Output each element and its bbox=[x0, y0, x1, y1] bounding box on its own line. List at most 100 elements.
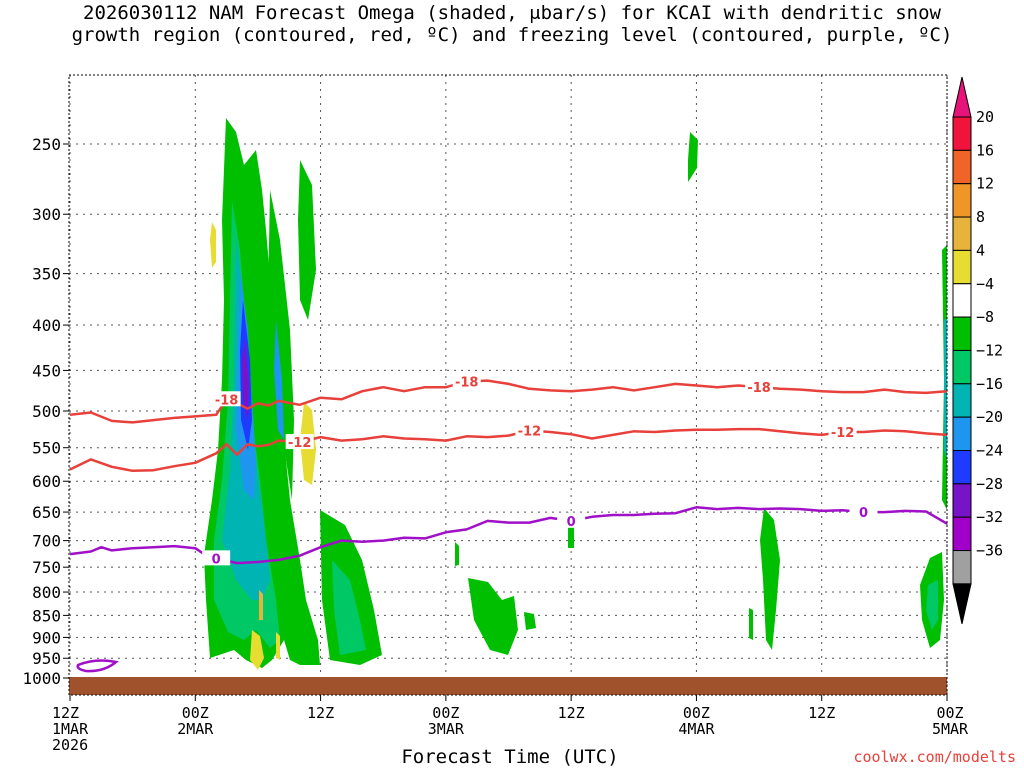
contour-label-minus18-1: -18 bbox=[455, 375, 479, 390]
source-credit: coolwx.com/modelts bbox=[853, 748, 1016, 766]
colorbar-label-12: −32 bbox=[976, 508, 1003, 526]
y-tick-label-900: 900 bbox=[32, 628, 61, 647]
colorbar-swatch-8 bbox=[952, 383, 972, 418]
contour-freezing bbox=[69, 506, 947, 565]
contour-label-minus12-1: -12 bbox=[518, 425, 542, 440]
colorbar-label-7: −12 bbox=[976, 341, 1003, 359]
x-tick-label-2-1: 12Z bbox=[307, 704, 334, 722]
y-tick-label-600: 600 bbox=[32, 472, 61, 491]
omega-region-mar4-spot bbox=[749, 608, 753, 640]
colorbar-swatch-9 bbox=[952, 416, 972, 451]
title-line-2: growth region (contoured, red, ºC) and f… bbox=[71, 24, 953, 46]
x-tick-label-0-3: 2026 bbox=[52, 736, 88, 754]
y-tick-label-950: 950 bbox=[32, 649, 61, 668]
sinking-region-4 bbox=[276, 632, 280, 660]
colorbar: 20 16 12 8 4 −4 −8 −12 −16 −20 −24 −28 −32 −36 bbox=[952, 76, 1003, 625]
y-tick-label-250: 250 bbox=[32, 135, 61, 154]
x-tick-label-6-1: 12Z bbox=[808, 704, 835, 722]
x-tick-label-5-1: 00Z bbox=[683, 704, 710, 722]
colorbar-label-10: −24 bbox=[976, 442, 1003, 460]
y-tick-label-1000: 1000 bbox=[22, 669, 61, 688]
x-tick-label-7-1: 00Z bbox=[936, 704, 963, 722]
colorbar-swatch-2 bbox=[952, 183, 972, 218]
colorbar-swatch-10 bbox=[952, 450, 972, 485]
sinking-region-3 bbox=[250, 630, 264, 670]
colorbar-swatch-0 bbox=[952, 116, 972, 151]
x-tick-label-3-1: 00Z bbox=[432, 704, 459, 722]
contour-label-minus12-2: -12 bbox=[831, 426, 855, 441]
x-tick-label-0-2: 1MAR bbox=[52, 720, 89, 738]
contour-label-freezing-0: 0 bbox=[212, 552, 221, 567]
colorbar-swatch-7 bbox=[952, 349, 972, 385]
x-tick-label-0-1: 12Z bbox=[52, 704, 79, 722]
omega-region-mar4-column bbox=[760, 508, 780, 650]
colorbar-label-8: −16 bbox=[976, 375, 1003, 393]
x-tick-label-1-2: 2MAR bbox=[177, 720, 214, 738]
x-tick-label-5-2: 4MAR bbox=[678, 720, 715, 738]
contour-label-minus18-2: -18 bbox=[747, 381, 771, 396]
contour-label-bg-minus12-2 bbox=[828, 423, 857, 439]
y-tick-label-700: 700 bbox=[32, 532, 61, 551]
y-tick-label-450: 450 bbox=[32, 361, 61, 380]
colorbar-swatch-1 bbox=[952, 149, 972, 185]
omega-region-mar4-upper bbox=[688, 132, 698, 182]
contour-label-bg-minus12-1 bbox=[515, 422, 544, 438]
contour-label-minus18-0: -18 bbox=[215, 393, 239, 408]
colorbar-label-5: −4 bbox=[976, 275, 994, 293]
y-tick-label-550: 550 bbox=[32, 439, 61, 458]
y-tick-label-750: 750 bbox=[32, 558, 61, 577]
colorbar-label-0: 20 bbox=[976, 108, 994, 126]
colorbar-swatch-5 bbox=[952, 283, 972, 318]
colorbar-swatch-6 bbox=[952, 316, 972, 351]
contour-label-bg-freezing-1 bbox=[557, 512, 586, 528]
omega-region-second-column bbox=[268, 190, 294, 500]
omega-region-mar5-lower-mint bbox=[926, 580, 938, 630]
omega-region-mar3-spot bbox=[524, 612, 536, 630]
colorbar-label-3: 8 bbox=[976, 208, 985, 226]
contour-label-bg-minus18-2 bbox=[745, 379, 774, 395]
colorbar-swatch-12 bbox=[952, 516, 972, 552]
contour-label-bg-minus18-1 bbox=[452, 373, 481, 389]
y-tick-label-400: 400 bbox=[32, 316, 61, 335]
omega-region-mar3-small bbox=[455, 542, 459, 566]
colorbar-label-13: −36 bbox=[976, 542, 1003, 560]
contour-surface-loop bbox=[76, 659, 119, 673]
title-line-1: 2026030112 NAM Forecast Omega (shaded, μ… bbox=[83, 2, 941, 24]
colorbar-label-4: 4 bbox=[976, 241, 985, 259]
omega-region-upper-green bbox=[298, 160, 316, 320]
contour-label-bg-minus18-0 bbox=[212, 391, 241, 407]
contour-label-bg-freezing-2 bbox=[849, 504, 878, 520]
y-tick-label-300: 300 bbox=[32, 205, 61, 224]
omega-shading bbox=[204, 118, 947, 670]
omega-region-main-purple bbox=[242, 340, 249, 420]
x-axis-label: Forecast Time (UTC) bbox=[401, 746, 619, 768]
contour-label-minus12-0: -12 bbox=[288, 436, 312, 451]
y-tick-label-650: 650 bbox=[32, 503, 61, 522]
y-tick-label-500: 500 bbox=[32, 402, 61, 421]
plot-border bbox=[68, 74, 948, 696]
contour-label-freezing-2: 0 bbox=[859, 506, 868, 521]
y-tick-label-850: 850 bbox=[32, 606, 61, 625]
contour-minus12 bbox=[69, 427, 947, 473]
omega-region-lower-mint bbox=[332, 560, 366, 655]
x-tick-label-1-1: 00Z bbox=[182, 704, 209, 722]
ground-surface bbox=[69, 677, 947, 695]
sinking-region-1 bbox=[210, 222, 216, 268]
colorbar-label-1: 16 bbox=[976, 141, 994, 159]
omega-region-second-column-blue bbox=[274, 320, 284, 440]
colorbar-top-arrow bbox=[952, 76, 972, 118]
omega-region-mar3-green bbox=[468, 578, 518, 655]
x-tick-label-3-2: 3MAR bbox=[428, 720, 465, 738]
x-tick-label-4-1: 12Z bbox=[558, 704, 585, 722]
omega-region-mar5-upper-teal bbox=[944, 318, 947, 460]
colorbar-label-2: 12 bbox=[976, 175, 994, 193]
colorbar-bottom-arrow bbox=[952, 583, 972, 625]
y-tick-label-800: 800 bbox=[32, 583, 61, 602]
chart-title: 2026030112 NAM Forecast Omega (shaded, μ… bbox=[0, 2, 1024, 46]
sinking-region-5 bbox=[259, 590, 263, 620]
colorbar-label-9: −20 bbox=[976, 408, 1003, 426]
y-tick-label-350: 350 bbox=[32, 265, 61, 284]
contour-label-bg-freezing-0 bbox=[202, 550, 231, 566]
